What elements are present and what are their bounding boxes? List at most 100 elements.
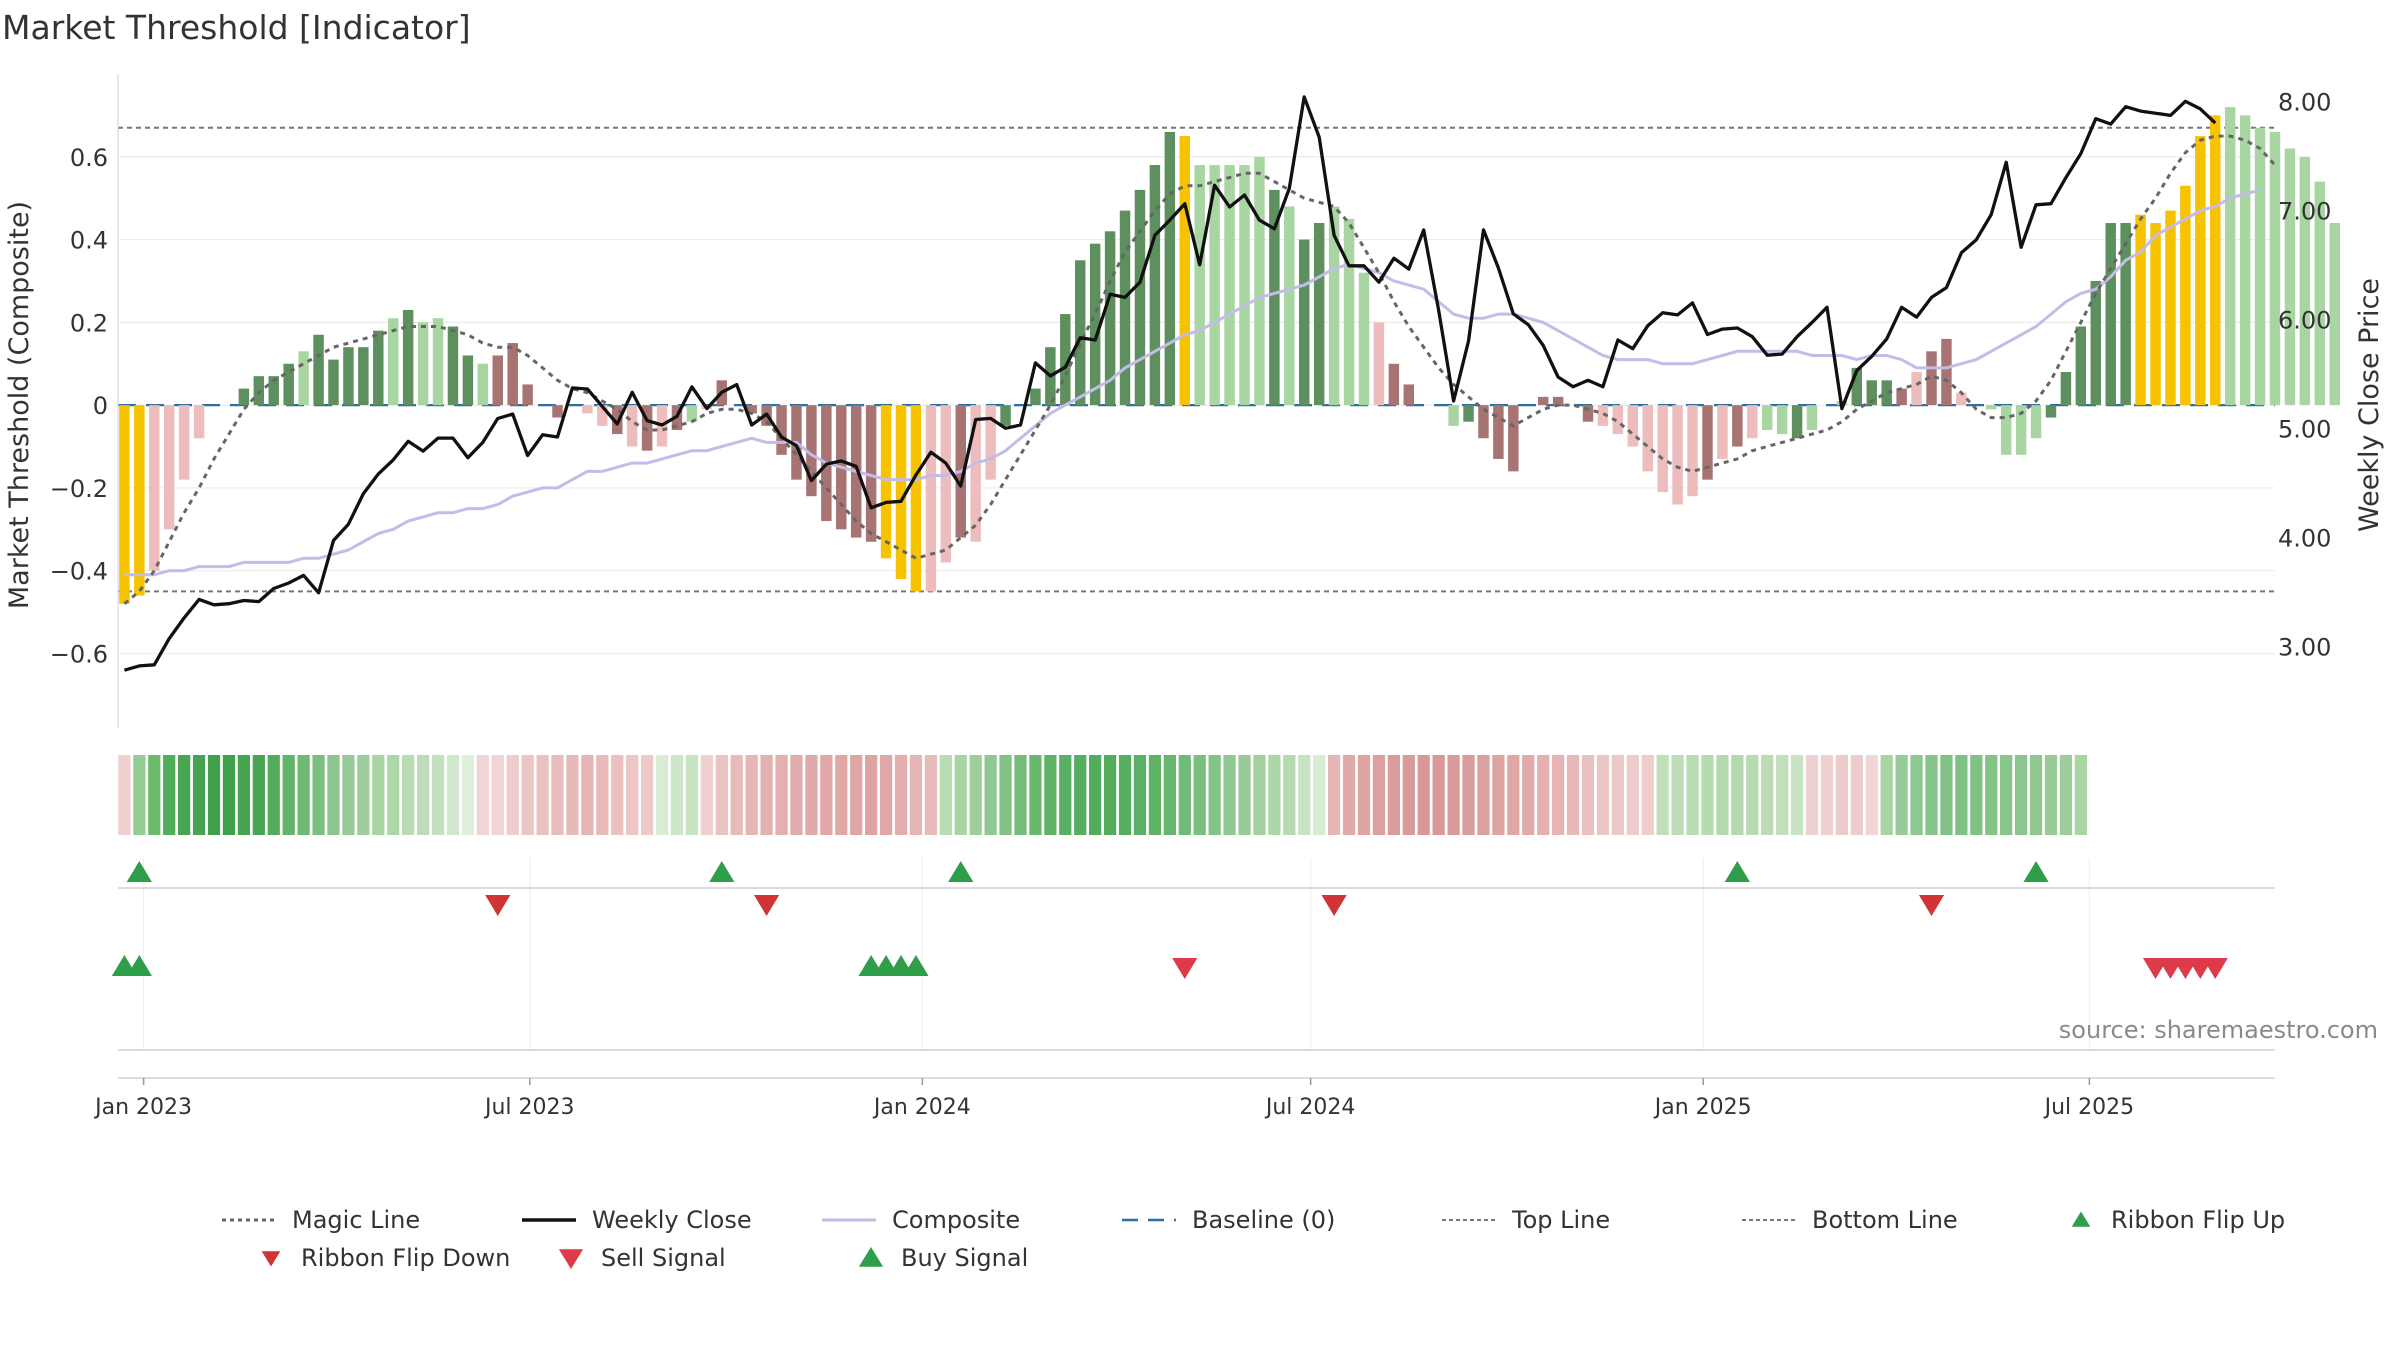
composite-bar <box>2329 223 2340 406</box>
composite-bar <box>1582 405 1594 422</box>
composite-bar <box>1448 405 1459 426</box>
ribbon-cell <box>431 755 445 835</box>
composite-bar <box>1343 218 1355 406</box>
composite-bar <box>970 405 981 542</box>
composite-bar <box>1732 405 1743 447</box>
ribbon-cell <box>342 755 355 835</box>
x-tick-label: Jan 2025 <box>1653 1095 1752 1120</box>
composite-bar <box>328 359 339 406</box>
legend-item-flipdown: Ribbon Flip Down <box>255 1244 510 1272</box>
composite-bar <box>1299 239 1310 406</box>
ribbon-flip-up-marker <box>2023 861 2049 882</box>
magic-line <box>123 134 2277 605</box>
composite-bar <box>193 405 205 439</box>
ribbon-strip <box>118 755 2087 835</box>
composite-bar <box>880 405 892 559</box>
buy-signal-marker <box>903 955 929 976</box>
ribbon-cell <box>879 755 893 835</box>
ribbon-cell <box>1701 755 1714 835</box>
ribbon-cell <box>192 755 206 835</box>
legend-swatch-buy <box>858 1247 884 1267</box>
ribbon-cell <box>148 755 161 835</box>
composite-line <box>124 188 2261 577</box>
composite-bar <box>1806 405 1818 430</box>
composite-bar <box>686 405 698 422</box>
ribbon-cell <box>491 755 504 835</box>
ribbon-cell <box>715 755 728 835</box>
ribbon-cell <box>1641 755 1654 835</box>
legend-swatch-composite <box>822 1218 876 1222</box>
ribbon-cell <box>1910 755 1923 835</box>
ribbon-cell <box>118 755 131 835</box>
composite-bar <box>552 405 563 418</box>
ribbon-cell <box>1432 755 1445 835</box>
ribbon-cell <box>1596 755 1610 835</box>
ribbon-cell <box>820 755 833 835</box>
legend-label: Magic Line <box>292 1206 421 1234</box>
composite-bar <box>298 351 309 406</box>
ribbon-cell <box>1089 755 1102 835</box>
ribbon-cell <box>1776 755 1789 835</box>
legend-item-bottom: Bottom Line <box>1740 1206 1958 1234</box>
ribbon-cell <box>1537 755 1550 835</box>
ribbon-cell <box>1985 755 1998 835</box>
composite-bar <box>2165 210 2176 406</box>
composite-bar <box>1926 351 1937 406</box>
ribbon-flip-down-marker <box>1321 895 1347 916</box>
composite-bar <box>1776 405 1788 435</box>
composite-bar <box>343 347 354 406</box>
ribbon-cell <box>1925 755 1938 835</box>
composite-bar <box>612 405 623 435</box>
composite-bar <box>1074 260 1086 406</box>
composite-bars <box>119 107 2340 604</box>
composite-bar <box>2045 405 2057 418</box>
legend-label: Ribbon Flip Up <box>2111 1206 2286 1234</box>
composite-bar <box>462 355 474 406</box>
y2-tick-label: 8.00 <box>2278 88 2331 116</box>
ribbon-cell <box>1477 755 1490 835</box>
ribbon-cell <box>1552 755 1565 835</box>
composite-bar <box>387 318 399 406</box>
ribbon-cell <box>2059 755 2073 835</box>
composite-bar <box>641 405 653 451</box>
composite-bar <box>865 405 877 542</box>
ribbon-cell <box>1417 755 1430 835</box>
composite-bar <box>1089 243 1101 406</box>
composite-bar <box>1896 388 1907 406</box>
ribbon-flip-down-marker <box>753 895 780 916</box>
ribbon-cell <box>1805 755 1819 835</box>
ribbon-cell <box>1970 755 1983 835</box>
composite-bar <box>2210 115 2221 406</box>
ribbon-cell <box>626 755 639 835</box>
ribbon-cell <box>536 755 549 835</box>
composite-bar <box>776 405 787 455</box>
ribbon-cell <box>133 755 146 835</box>
ribbon-cell <box>1731 755 1744 835</box>
composite-bar <box>1224 165 1235 406</box>
ribbon-cell <box>267 755 280 835</box>
ribbon-flip-up-marker <box>709 861 735 882</box>
composite-bar <box>1687 405 1698 497</box>
composite-bar <box>910 405 922 592</box>
ribbon-cell <box>252 755 265 835</box>
composite-bar <box>1851 367 1863 406</box>
composite-bar <box>1627 405 1639 447</box>
composite-bar <box>2195 136 2206 406</box>
ribbon-cell <box>1029 755 1042 835</box>
composite-bar <box>1000 405 1011 426</box>
ribbon-cell <box>1447 755 1460 835</box>
ribbon-cell <box>1327 755 1341 835</box>
y-tick-label: −0.4 <box>50 558 108 586</box>
composite-bar <box>2075 326 2087 406</box>
ribbon-cell <box>1163 755 1176 835</box>
ribbon-cell <box>1850 755 1863 835</box>
ribbon-cell <box>1059 755 1072 835</box>
composite-bar <box>373 330 384 406</box>
composite-bar <box>2060 372 2072 406</box>
axes: −0.6 −0.4 −0.2 0 0.2 0.4 0.6 3.00 4.00 5.00 6.00 7.… <box>50 74 2331 1120</box>
ribbon-cell <box>461 755 475 835</box>
ribbon-cell <box>1671 755 1684 835</box>
composite-bar <box>1508 405 1519 472</box>
composite-bar <box>1866 380 1877 406</box>
